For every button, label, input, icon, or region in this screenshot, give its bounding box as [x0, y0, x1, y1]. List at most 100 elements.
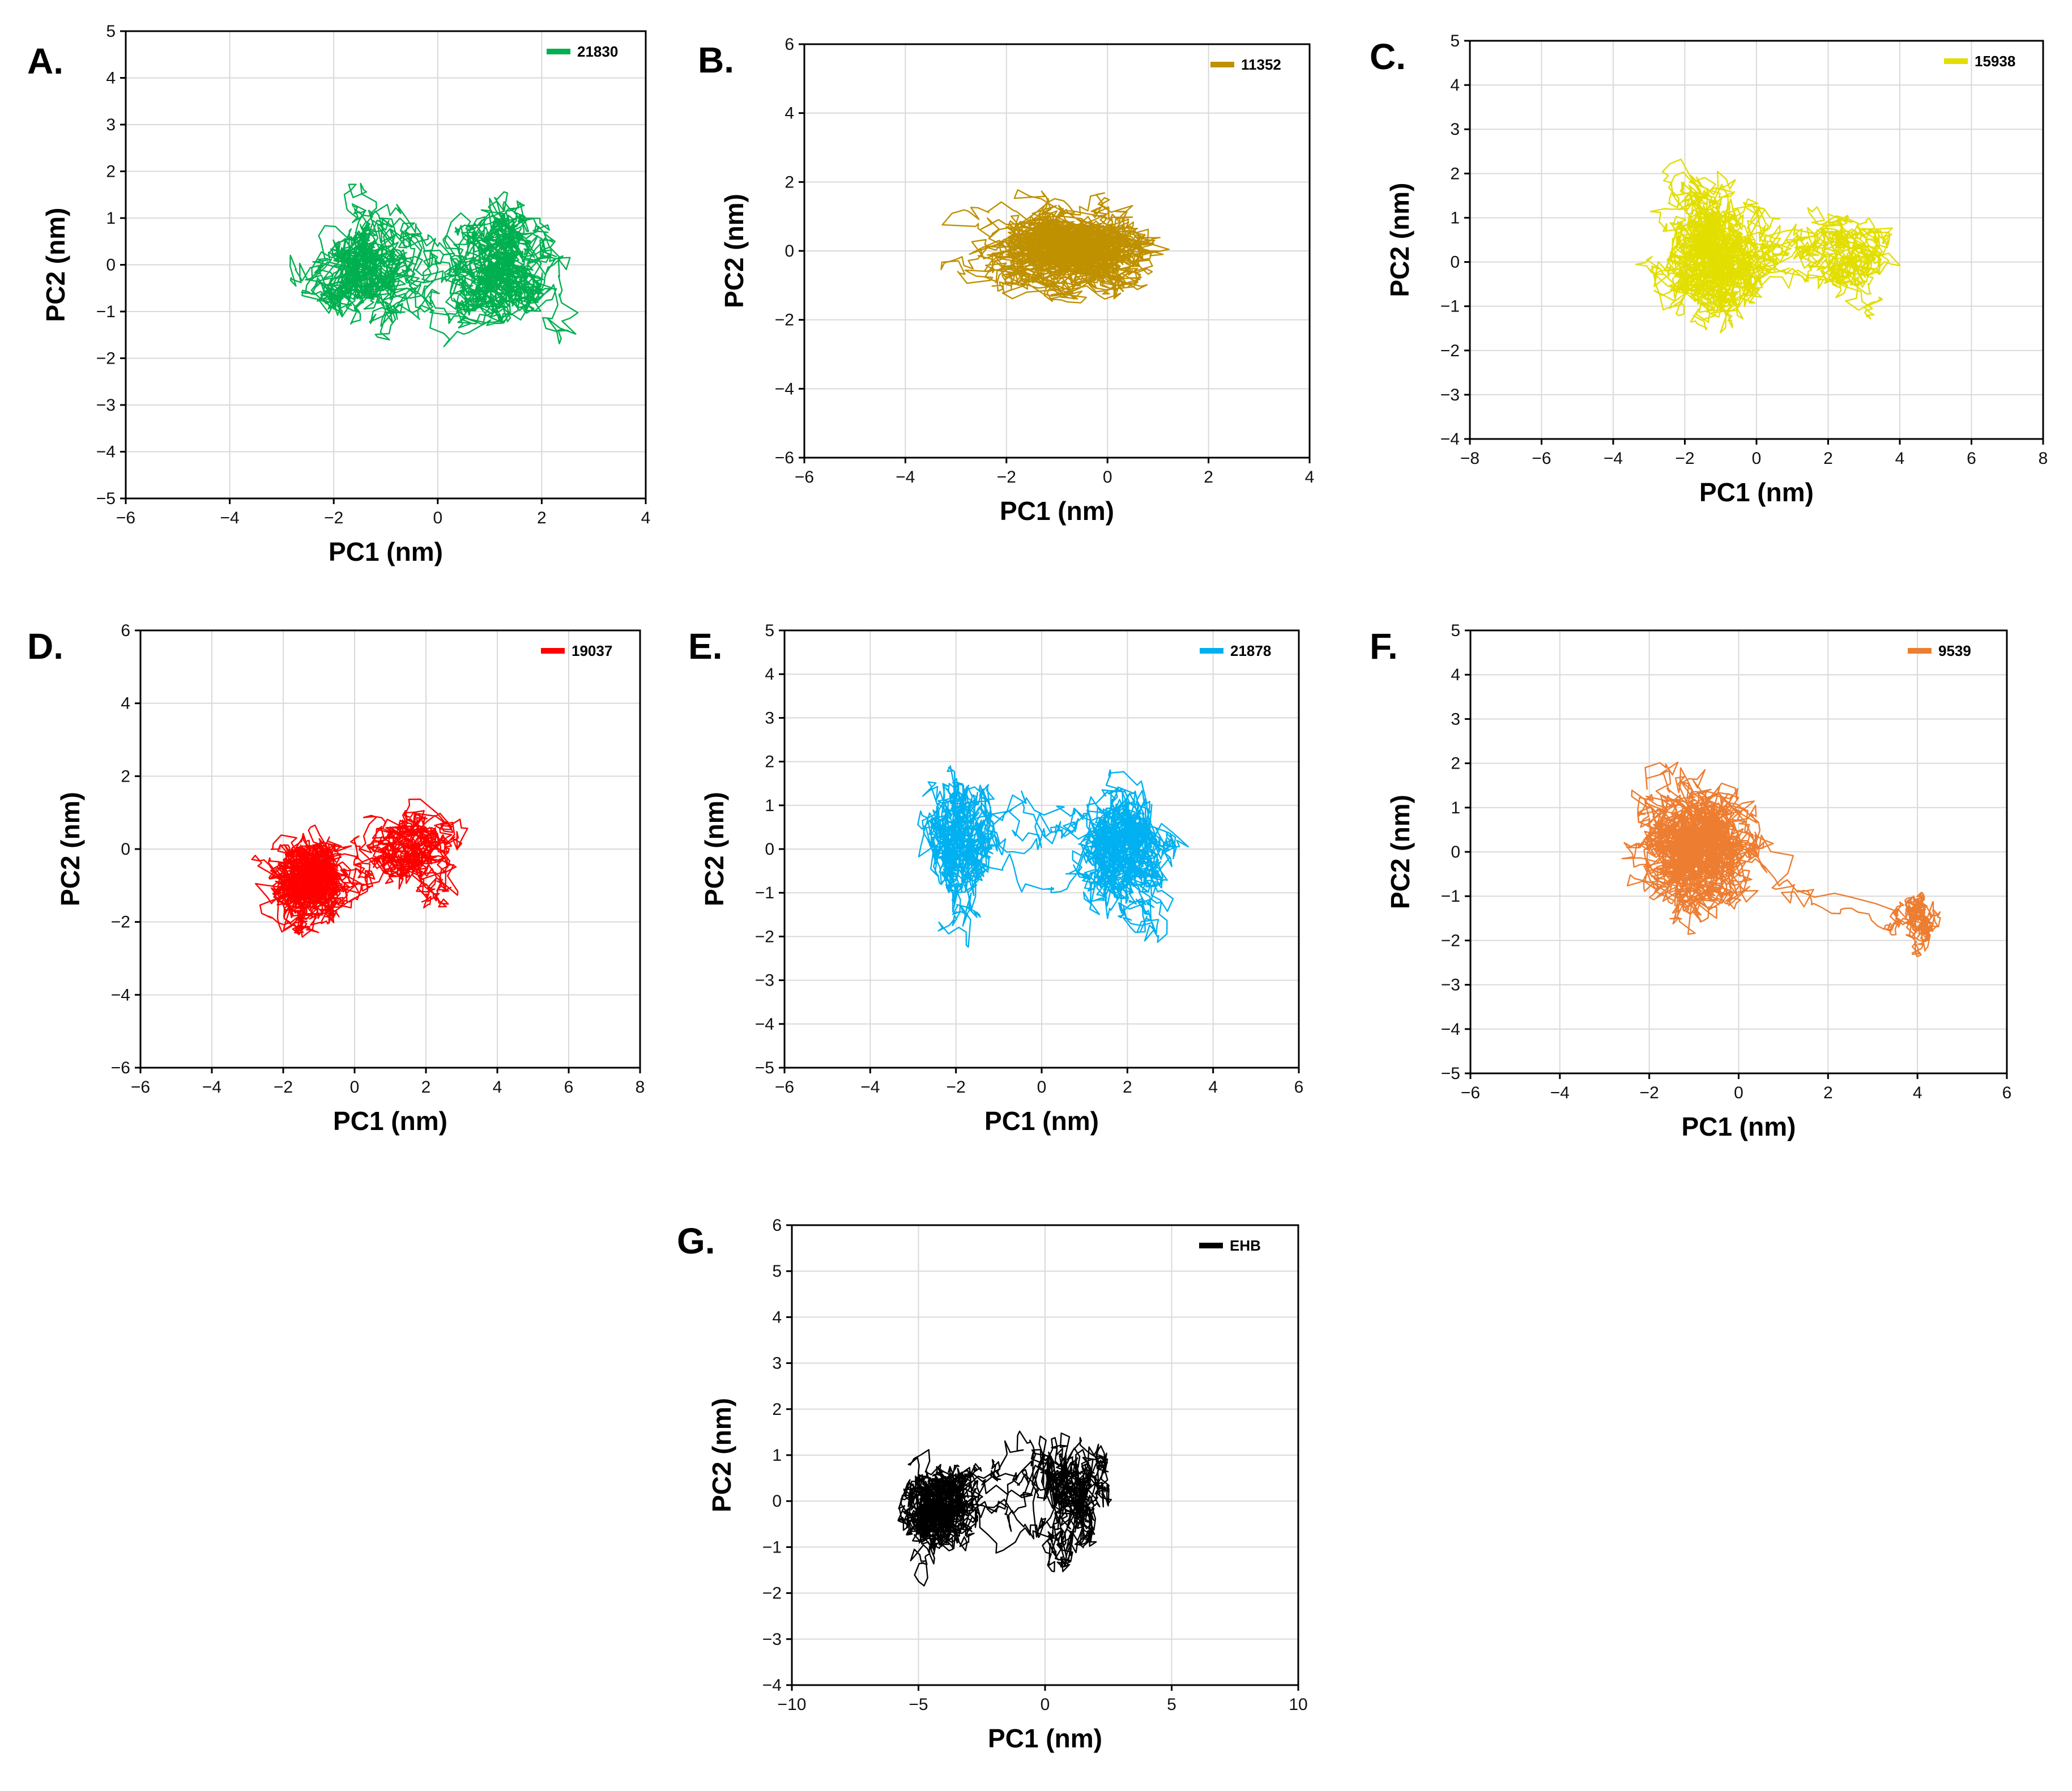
x-tick-label: −6: [795, 468, 814, 487]
pca-trajectory-g: [897, 1430, 1112, 1587]
y-tick-label: −2: [775, 311, 794, 330]
y-tick-label: 4: [785, 104, 794, 123]
y-tick-label: −5: [755, 1059, 774, 1077]
y-tick-label: −3: [762, 1630, 782, 1649]
y-tick-label: −5: [1441, 1064, 1460, 1083]
y-axis-title: PC2 (nm): [719, 194, 749, 308]
panel-letter: E.: [688, 626, 722, 667]
y-tick-label: −4: [755, 1015, 774, 1034]
y-tick-label: 2: [1451, 754, 1460, 773]
pca-trajectory-e: [917, 765, 1189, 948]
y-tick-label: −1: [762, 1538, 782, 1557]
x-tick-label: −2: [997, 468, 1016, 487]
legend: 21878: [1200, 642, 1271, 659]
x-tick-label: 8: [2039, 449, 2048, 468]
legend-label: 11352: [1241, 56, 1281, 73]
x-tick-label: −4: [220, 509, 239, 527]
panel-letter: C.: [1370, 36, 1406, 77]
chart-panel-d: −6 −4 −2 0 2 4 6 8 −6 −4 −2 0 2 4 6 PC1 (nm) PC2 (nm) 190…: [27, 621, 645, 1136]
x-tick-label: 4: [1895, 449, 1905, 468]
chart-panel-b: −6 −4 −2 0 2 4 −6 −4 −2 0 2 4 6 PC1 (nm) PC2 (nm) 11352…: [698, 35, 1314, 526]
y-tick-label: 2: [785, 173, 794, 191]
chart-panel-f: −6 −4 −2 0 2 4 6 −5 −4 −3 −2 −1 0 1 2 3 4 5 PC1 (nm) PC2 (n…: [1370, 621, 2011, 1141]
legend: 9539: [1908, 642, 1971, 659]
y-tick-label: 6: [785, 35, 794, 54]
legend-label: 21830: [577, 43, 618, 60]
y-tick-label: 6: [121, 621, 130, 640]
y-tick-label: −3: [96, 396, 116, 415]
x-axis-title: PC1 (nm): [333, 1106, 447, 1136]
x-axis-title: PC1 (nm): [1699, 477, 1814, 507]
chart-panel-e: −6 −4 −2 0 2 4 6 −5 −4 −3 −2 −1 0 1 2 3 4 5 PC1 (nm) PC2 (n…: [688, 621, 1303, 1136]
x-axis-title: PC1 (nm): [988, 1724, 1102, 1753]
chart-panel-a: −6 −4 −2 0 2 4 −5 −4 −3 −2 −1 0 1 2 3 4 5 PC1 (nm) PC2 (nm…: [27, 22, 650, 566]
y-tick-label: 3: [765, 709, 774, 727]
y-tick-label: −3: [1441, 976, 1460, 995]
panel-letter: A.: [27, 41, 63, 82]
x-axis-title: PC1 (nm): [329, 537, 443, 566]
y-tick-label: 5: [765, 621, 774, 640]
y-tick-label: −2: [1441, 931, 1460, 950]
x-axis-title: PC1 (nm): [1682, 1112, 1796, 1141]
y-tick-label: 1: [772, 1446, 782, 1465]
x-tick-label: −4: [1550, 1084, 1570, 1102]
y-axis-title: PC2 (nm): [56, 792, 85, 906]
y-tick-label: −1: [755, 884, 774, 902]
y-tick-label: 4: [765, 665, 774, 684]
pca-trajectory-f: [1621, 761, 1941, 957]
y-tick-label: 2: [1450, 164, 1460, 183]
legend: 11352: [1210, 56, 1281, 73]
y-tick-label: 6: [772, 1216, 782, 1235]
x-tick-label: −2: [1640, 1084, 1659, 1102]
y-tick-label: −1: [1441, 887, 1460, 906]
legend-label: 21878: [1230, 642, 1271, 659]
y-tick-label: −6: [775, 449, 794, 467]
y-tick-label: −2: [762, 1584, 782, 1603]
x-axis-title: PC1 (nm): [984, 1106, 1099, 1136]
y-tick-label: −4: [762, 1676, 782, 1695]
grid: [784, 630, 1299, 1068]
chart-panel-c: −8 −6 −4 −2 0 2 4 6 8 −4 −3 −2 −1 0 1 2 3 4 5 PC1 (nm) PC2 (…: [1370, 32, 2048, 507]
pca-trajectory-b: [940, 189, 1170, 304]
y-tick-label: 3: [772, 1354, 782, 1373]
legend: 21830: [547, 43, 618, 60]
y-tick-label: 5: [772, 1262, 782, 1281]
x-tick-label: 0: [1041, 1695, 1050, 1714]
y-tick-label: −4: [111, 986, 130, 1004]
legend: 15938: [1944, 53, 2015, 70]
panel-letter: G.: [677, 1221, 715, 1261]
y-tick-label: −4: [1441, 1020, 1460, 1039]
y-tick-label: −1: [1440, 297, 1460, 316]
x-tick-label: −2: [324, 509, 343, 527]
y-axis-title: PC2 (nm): [707, 1398, 736, 1512]
x-tick-label: −4: [202, 1078, 221, 1097]
x-tick-label: 2: [1823, 449, 1833, 468]
x-tick-label: −5: [909, 1695, 928, 1714]
y-tick-label: 0: [1451, 843, 1460, 862]
x-tick-label: 0: [1103, 468, 1112, 487]
x-tick-label: 6: [1294, 1078, 1304, 1097]
x-tick-label: −6: [1532, 449, 1551, 468]
y-tick-label: −4: [96, 443, 116, 462]
y-tick-label: −3: [1440, 386, 1460, 404]
y-tick-label: 4: [121, 694, 130, 713]
y-tick-label: 0: [772, 1492, 782, 1511]
x-tick-label: −4: [860, 1078, 880, 1097]
x-tick-label: 10: [1289, 1695, 1307, 1714]
y-tick-label: −4: [1440, 430, 1460, 449]
x-tick-label: −10: [778, 1695, 807, 1714]
y-tick-label: 4: [1451, 666, 1460, 684]
y-tick-label: 0: [765, 840, 774, 859]
y-axis-title: PC2 (nm): [1385, 795, 1415, 909]
x-tick-label: 4: [1208, 1078, 1218, 1097]
legend-label: EHB: [1230, 1237, 1261, 1254]
legend-label: 15938: [1975, 53, 2015, 70]
panel-letter: F.: [1370, 626, 1398, 667]
y-tick-label: 5: [1450, 32, 1460, 50]
x-tick-label: 4: [1305, 468, 1315, 487]
y-tick-label: 0: [1450, 253, 1460, 272]
x-tick-label: −2: [274, 1078, 293, 1097]
x-tick-label: 6: [564, 1078, 574, 1097]
x-tick-label: 8: [636, 1078, 645, 1097]
